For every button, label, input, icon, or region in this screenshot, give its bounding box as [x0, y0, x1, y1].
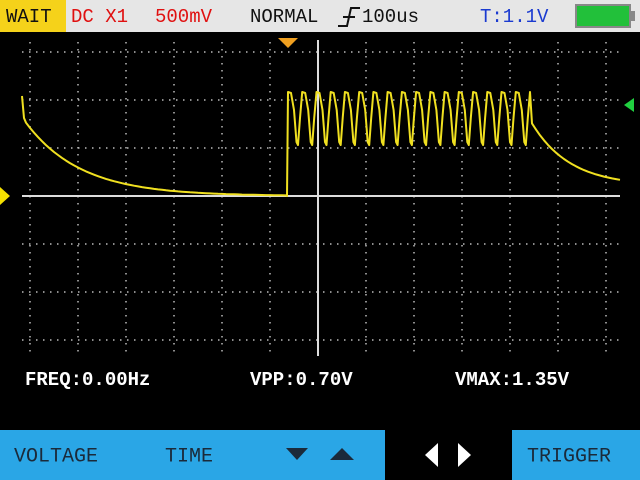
vmax: VMAX:1.35V — [455, 369, 570, 391]
left-button[interactable] — [425, 443, 438, 467]
button-background — [0, 430, 150, 480]
battery-tip — [630, 11, 635, 21]
status-bar — [0, 0, 640, 32]
mode-badge — [0, 0, 66, 32]
trigger-level-marker — [624, 98, 634, 112]
volts-div: 500mV — [155, 6, 213, 28]
channel-ground-marker — [0, 187, 10, 205]
button-label: VOLTAGE — [14, 445, 98, 468]
time-button[interactable]: TIME — [150, 430, 270, 480]
button-background — [150, 430, 270, 480]
down-button[interactable] — [286, 448, 308, 460]
time-div: 100us — [362, 6, 419, 28]
voltage-button[interactable]: VOLTAGE — [0, 430, 150, 480]
trigger-mode: NORMAL — [250, 6, 318, 28]
button-label: TIME — [165, 445, 213, 468]
arrow-panel — [270, 430, 385, 480]
vpp: VPP:0.70V — [250, 369, 353, 391]
right-button[interactable] — [458, 443, 471, 467]
trigger-position-marker — [278, 38, 298, 48]
coupling: DC X1 — [71, 6, 128, 28]
trigger-edge-icon — [338, 7, 360, 27]
button-label: TRIGGER — [527, 445, 611, 468]
frequency: FREQ:0.00Hz — [25, 369, 150, 391]
mode: WAIT — [6, 6, 52, 28]
trigger-level: T:1.1V — [480, 6, 549, 28]
up-button[interactable] — [330, 448, 354, 460]
trigger-button[interactable]: TRIGGER — [512, 430, 640, 480]
battery — [575, 4, 631, 28]
button-background — [512, 430, 640, 480]
waveform — [21, 91, 621, 197]
